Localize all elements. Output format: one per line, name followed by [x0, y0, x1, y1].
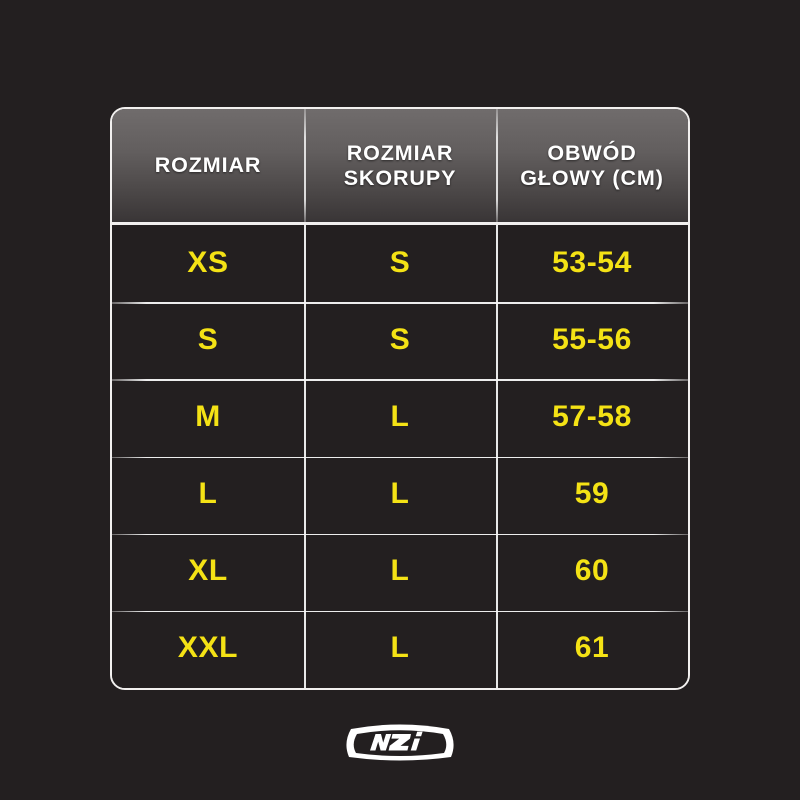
cell-value: S — [197, 322, 219, 356]
cell-value: L — [390, 477, 410, 511]
table-row: M L 57-58 — [112, 379, 688, 457]
cell-value: L — [390, 554, 410, 588]
cell-value: 57-58 — [552, 399, 632, 433]
table-header-cell-rozmiar: ROZMIAR — [112, 109, 304, 222]
cell-size: XXL — [112, 611, 304, 688]
cell-shell-size: L — [304, 456, 496, 534]
cell-value: L — [390, 399, 410, 433]
table-row: XS S 53-54 — [112, 225, 688, 303]
cell-shell-size: L — [304, 379, 496, 457]
cell-size: XL — [112, 534, 304, 611]
cell-value: 59 — [574, 477, 610, 511]
cell-head-circumference: 59 — [496, 456, 688, 534]
cell-value: 61 — [574, 631, 610, 665]
table-header-cell-obwod-glowy-cm: OBWÓD GŁOWY (CM) — [496, 109, 688, 222]
cell-shell-size: S — [304, 225, 496, 303]
table-row: L L 59 — [112, 456, 688, 534]
cell-value: XS — [187, 245, 229, 279]
cell-shell-size: L — [304, 610, 496, 688]
cell-shell-size: S — [304, 302, 496, 380]
cell-shell-size: L — [304, 533, 496, 612]
cell-value: L — [390, 631, 410, 665]
table-header-label: ROZMIAR SKORUPY — [343, 140, 457, 190]
table-row: XXL L 61 — [112, 610, 688, 688]
cell-head-circumference: 53-54 — [496, 225, 688, 303]
cell-value: M — [195, 399, 221, 433]
cell-value: 60 — [574, 554, 610, 588]
cell-value: XXL — [177, 631, 239, 665]
table-header-cell-rozmiar-skorupy: ROZMIAR SKORUPY — [304, 109, 496, 222]
cell-head-circumference: 60 — [496, 533, 688, 612]
nzi-logo — [339, 719, 461, 765]
table-body: XS S 53-54 S S 55-56 — [112, 225, 688, 688]
cell-head-circumference: 57-58 — [496, 379, 688, 457]
cell-head-circumference: 61 — [496, 610, 688, 688]
cell-size: M — [112, 379, 304, 456]
cell-head-circumference: 55-56 — [496, 302, 688, 380]
size-chart-table: ROZMIAR ROZMIAR SKORUPY OBWÓD GŁOWY (CM)… — [110, 107, 690, 690]
table-header-row: ROZMIAR ROZMIAR SKORUPY OBWÓD GŁOWY (CM) — [112, 109, 688, 225]
cell-value: XL — [188, 554, 228, 588]
cell-value: 55-56 — [552, 322, 632, 356]
cell-size: S — [112, 302, 304, 379]
table-row: S S 55-56 — [112, 302, 688, 380]
cell-size: XS — [112, 225, 304, 302]
cell-value: 53-54 — [552, 245, 632, 279]
table-header-label: OBWÓD GŁOWY (CM) — [520, 140, 664, 190]
table-row: XL L 60 — [112, 533, 688, 612]
cell-value: S — [389, 245, 411, 279]
cell-value: S — [389, 322, 411, 356]
cell-value: L — [198, 477, 218, 511]
table-header-label: ROZMIAR — [154, 153, 262, 178]
cell-size: L — [112, 457, 304, 534]
